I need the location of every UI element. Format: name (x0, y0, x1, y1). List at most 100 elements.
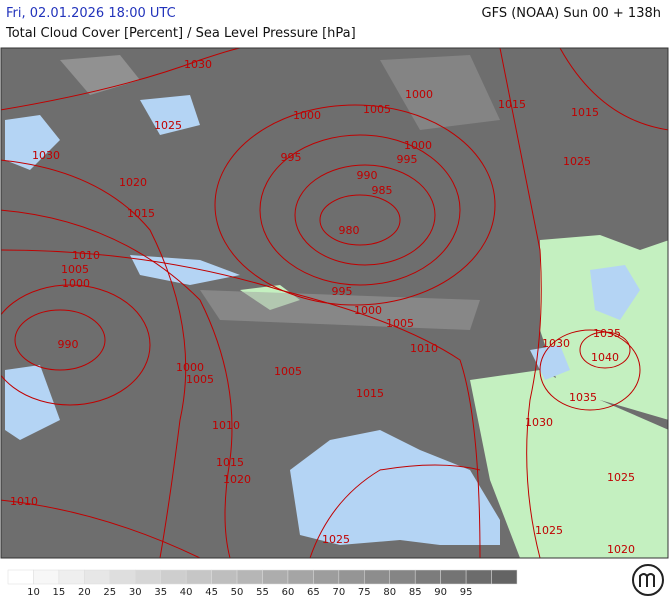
isobar-label: 1000 (404, 139, 432, 152)
legend-label: 85 (409, 587, 422, 598)
isobar-label: 1015 (571, 106, 599, 119)
legend-swatch (287, 569, 314, 585)
legend-swatch (338, 569, 365, 585)
isobar-label: 1015 (127, 207, 155, 220)
isobar (1, 159, 187, 558)
isobar-label: 1025 (535, 524, 563, 537)
logo-mark[interactable] (639, 573, 655, 587)
isobar-label: 1015 (356, 387, 384, 400)
isobar-label: 1005 (274, 365, 302, 378)
legend-label: 50 (231, 587, 244, 598)
legend-swatch (389, 569, 416, 585)
isobar-label: 990 (58, 338, 79, 351)
cloud-light (200, 290, 480, 330)
legend-label: 90 (434, 587, 447, 598)
isobar-label: 1000 (176, 361, 204, 374)
legend-label: 70 (332, 587, 345, 598)
legend-label: 65 (307, 587, 320, 598)
legend: 10 15 20 25 30 35 40 45 50 55 60 65 70 75 80 85 90 95 (7, 569, 518, 598)
logo[interactable] (632, 564, 664, 596)
isobar (259, 134, 461, 286)
legend-swatch (236, 569, 263, 585)
isobar (309, 464, 481, 558)
isobar-label: 1010 (72, 249, 100, 262)
isobar-label: 1030 (184, 58, 212, 71)
isobar (559, 48, 668, 131)
isobar-label: 985 (372, 184, 393, 197)
isobar-label: 995 (332, 285, 353, 298)
isobar-label: 1005 (61, 263, 89, 276)
legend-label: 10 (27, 587, 40, 598)
isobar-label: 980 (339, 224, 360, 237)
isobar (214, 104, 496, 306)
sea (140, 95, 200, 135)
isobar (1, 48, 241, 111)
isobar-label: 1035 (593, 327, 621, 340)
legend-label: 35 (154, 587, 167, 598)
isobar-label: 1020 (119, 176, 147, 189)
cloud-light (380, 55, 500, 130)
isobar (319, 194, 401, 246)
map-frame (0, 47, 669, 559)
legend-label: 80 (383, 587, 396, 598)
legend-swatch (84, 569, 111, 585)
isobar-label: 1010 (410, 342, 438, 355)
isobar-label: 1015 (498, 98, 526, 111)
legend-swatch (313, 569, 340, 585)
sea (590, 265, 640, 320)
legend-swatch (414, 569, 441, 585)
isobar-label: 1020 (223, 473, 251, 486)
header-datetime: Fri, 02.01.2026 18:00 UTC (6, 6, 176, 21)
isobar-label: 1025 (322, 533, 350, 546)
legend-label: 60 (282, 587, 295, 598)
legend-label: 40 (180, 587, 193, 598)
legend-label: 25 (103, 587, 116, 598)
isobar-label: 1025 (607, 471, 635, 484)
legend-swatch (440, 569, 467, 585)
isobar-label: 1030 (542, 337, 570, 350)
legend-label: 20 (78, 587, 91, 598)
legend-swatch (262, 569, 289, 585)
sea (5, 365, 60, 440)
legend-swatch (491, 569, 518, 585)
sea (130, 255, 240, 285)
isobar (1, 209, 233, 558)
isobar-label: 1030 (32, 149, 60, 162)
isobar (1, 284, 151, 406)
legend-swatch (135, 569, 161, 585)
header-subtitle: Total Cloud Cover [Percent] / Sea Level … (6, 26, 356, 41)
legend-swatch (465, 569, 492, 585)
isobar-label: 1000 (62, 277, 90, 290)
isobar-label: 1000 (354, 304, 382, 317)
isobar (294, 164, 436, 266)
legend-swatch (364, 569, 390, 585)
isobar (499, 48, 542, 558)
legend-swatch (185, 569, 212, 585)
legend-label: 30 (129, 587, 142, 598)
isobar-label: 1005 (386, 317, 414, 330)
land-clear (470, 370, 668, 558)
isobar-label: 1005 (363, 103, 391, 116)
isobar-label: 1035 (569, 391, 597, 404)
isobar-label: 1015 (216, 456, 244, 469)
sea (290, 430, 500, 545)
land-clear (540, 235, 668, 420)
header-model: GFS (NOAA) Sun 00 + 138h (481, 6, 661, 21)
isobar-label: 1010 (10, 495, 38, 508)
isobar (1, 499, 201, 558)
isobar-label: 990 (357, 169, 378, 182)
isobar-label: 1020 (607, 543, 635, 556)
legend-label: 75 (358, 587, 371, 598)
isobar-label: 1025 (563, 155, 591, 168)
isobar-label: 1010 (212, 419, 240, 432)
legend-swatch (7, 569, 34, 585)
isobar (539, 329, 641, 411)
legend-swatch (109, 569, 136, 585)
legend-label: 15 (53, 587, 66, 598)
isobar-label: 1040 (591, 351, 619, 364)
isobar-label: 1000 (293, 109, 321, 122)
